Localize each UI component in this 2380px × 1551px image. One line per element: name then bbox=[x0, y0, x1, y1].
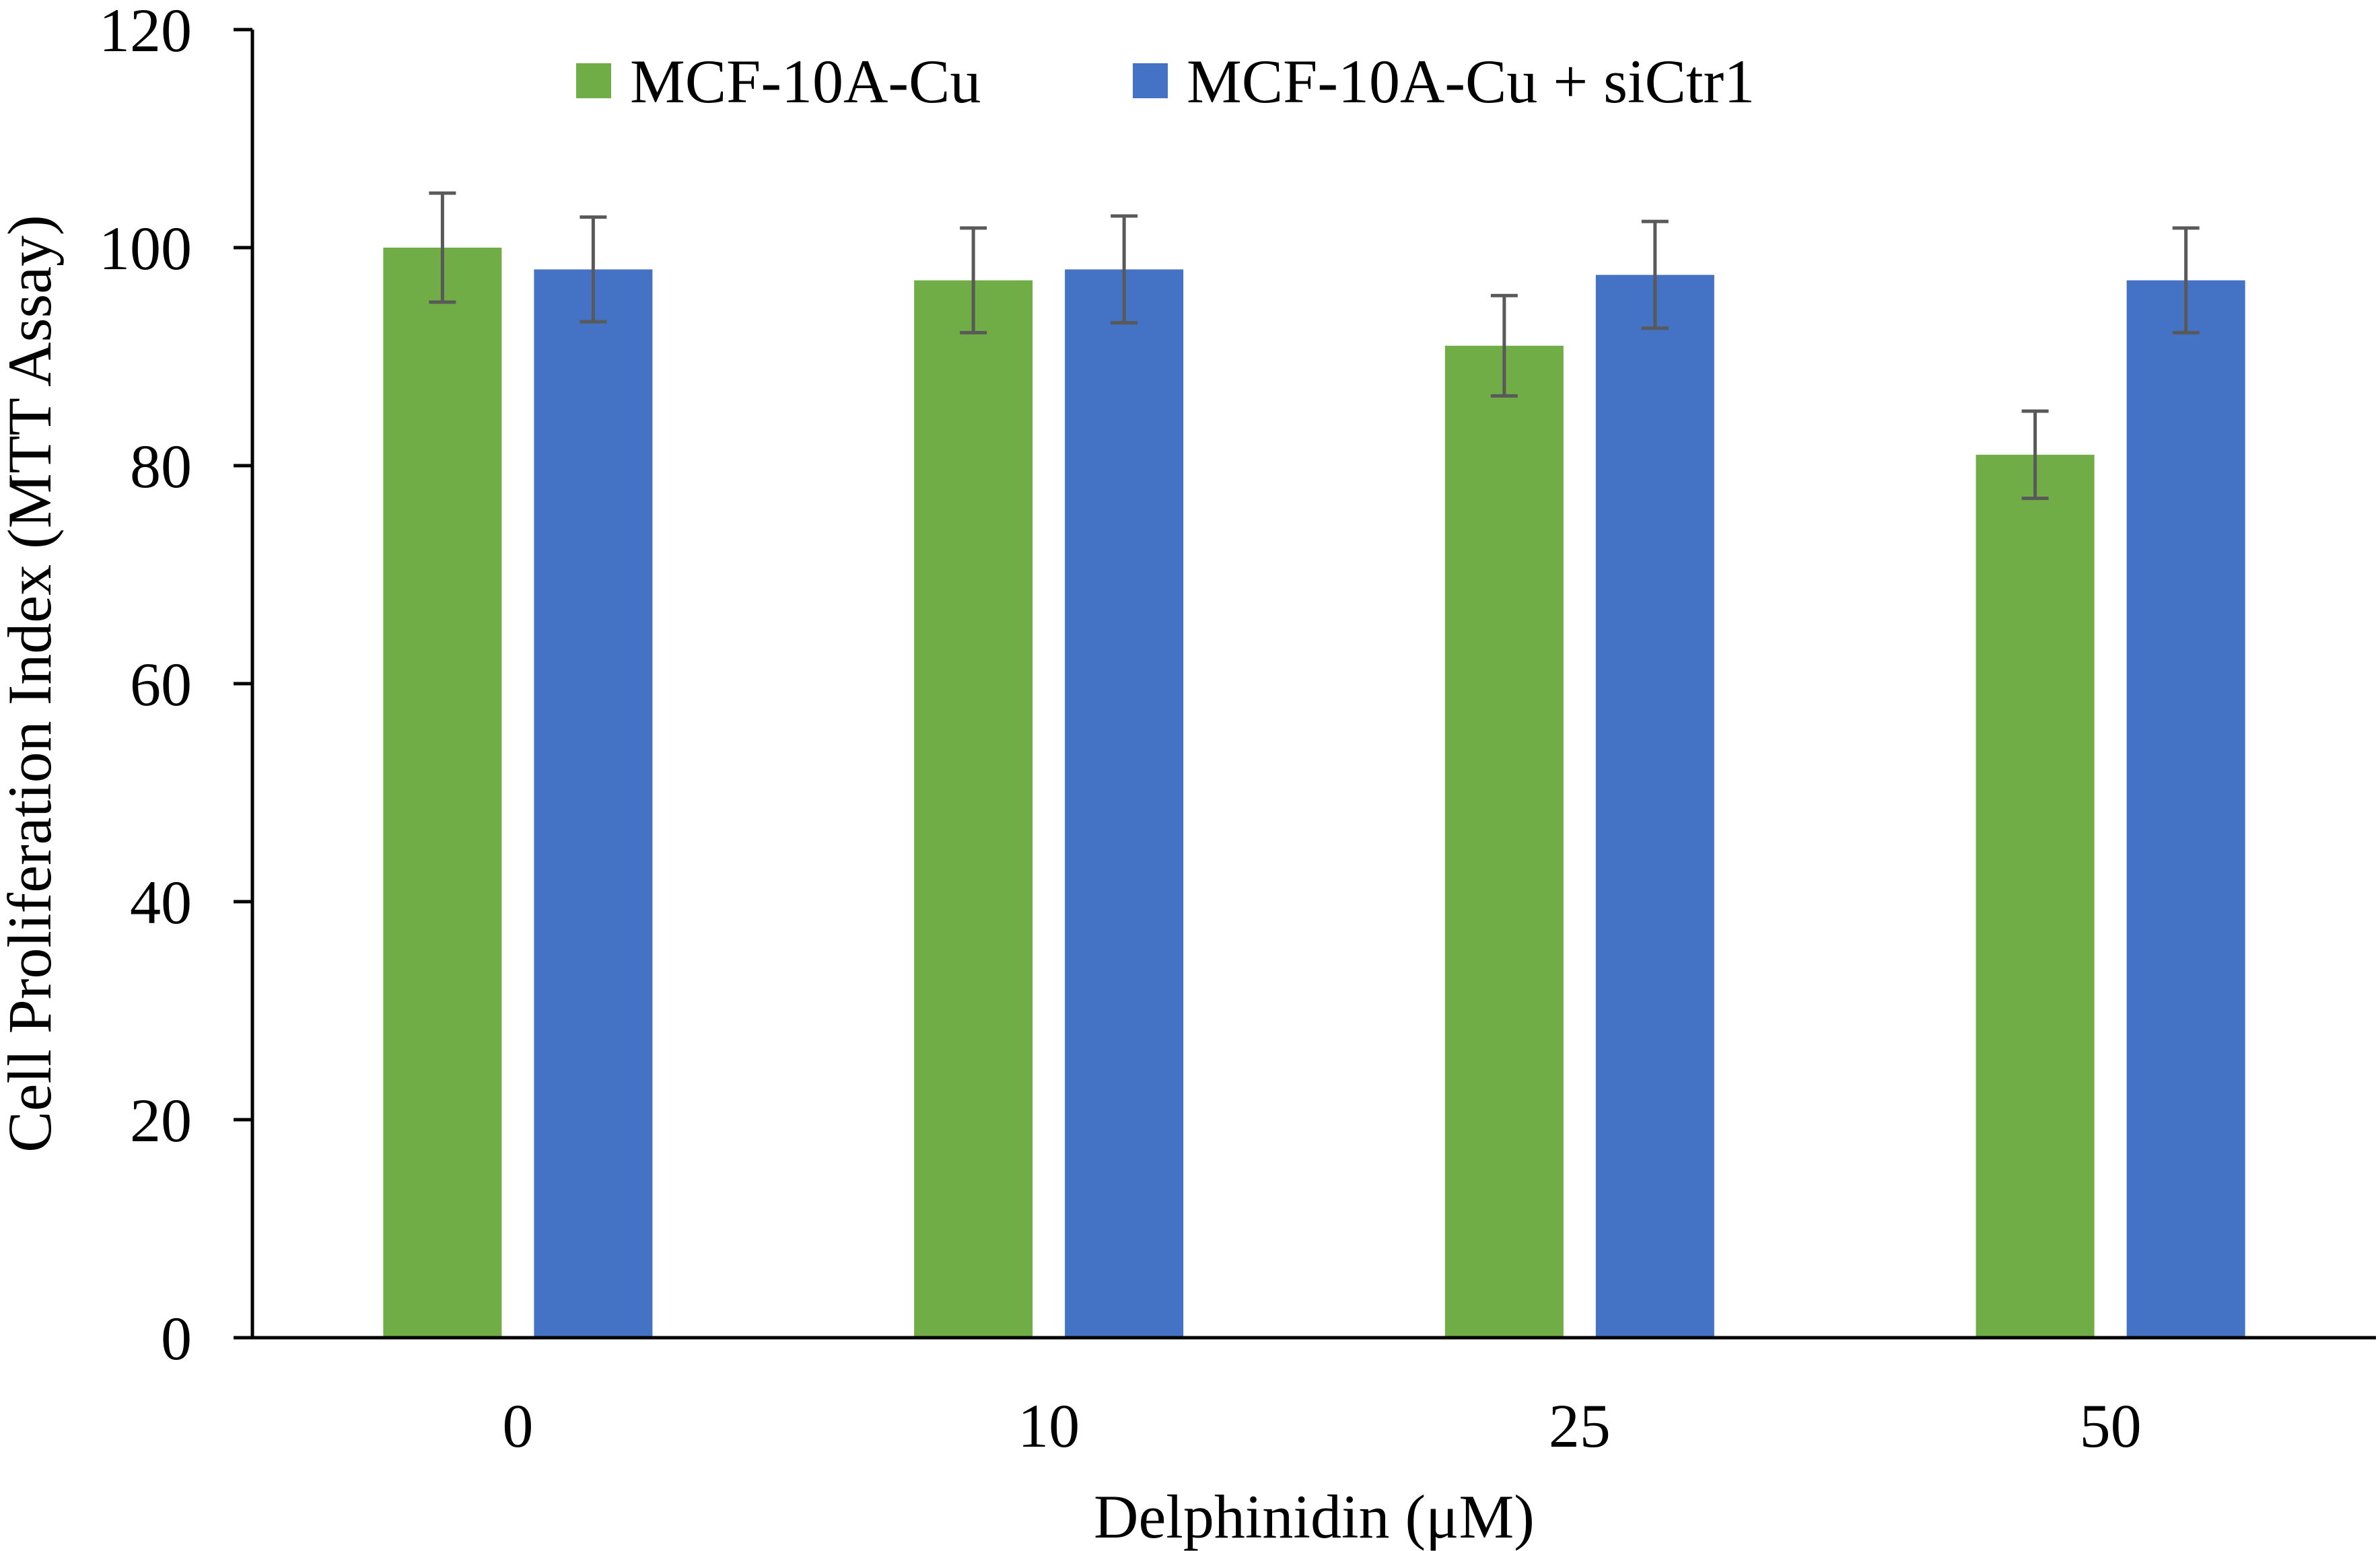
x-tick-label-25: 25 bbox=[1549, 1392, 1611, 1460]
x-tick-label-0: 0 bbox=[502, 1392, 533, 1460]
x-axis-title: Delphinidin (μM) bbox=[1094, 1482, 1535, 1551]
x-ticks-group: 0 10 25 50 bbox=[502, 1392, 2141, 1460]
legend-swatch-cu bbox=[576, 63, 611, 98]
x-tick-label-10: 10 bbox=[1018, 1392, 1080, 1460]
bar-cu-25 bbox=[1444, 345, 1564, 1338]
y-tick-label-60: 60 bbox=[130, 650, 192, 719]
legend-label-sictr1: MCF-10A-Cu + siCtr1 bbox=[1187, 47, 1755, 116]
y-axis-title: Cell Proliferation Index (MTT Assay) bbox=[0, 215, 64, 1152]
x-tick-label-50: 50 bbox=[2080, 1392, 2142, 1460]
legend-label-cu: MCF-10A-Cu bbox=[630, 47, 981, 116]
y-tick-label-80: 80 bbox=[130, 432, 192, 501]
y-tick-label-100: 100 bbox=[99, 214, 192, 283]
bar-sictr1-25 bbox=[1595, 275, 1714, 1338]
bar-cu-50 bbox=[1975, 454, 2095, 1338]
bar-cu-10 bbox=[914, 280, 1033, 1338]
y-tick-label-20: 20 bbox=[130, 1086, 192, 1155]
y-tick-label-120: 120 bbox=[99, 0, 192, 65]
bar-sictr1-50 bbox=[2126, 280, 2245, 1338]
bar-sictr1-10 bbox=[1065, 269, 1184, 1338]
y-tick-label-0: 0 bbox=[161, 1304, 192, 1373]
error-bars-group bbox=[429, 191, 2200, 501]
legend: MCF-10A-Cu MCF-10A-Cu + siCtr1 bbox=[576, 47, 1755, 116]
bars-group bbox=[383, 248, 2245, 1338]
bar-cu-0 bbox=[383, 248, 502, 1338]
y-ticks-group: 0 20 40 60 80 100 120 bbox=[99, 0, 252, 1373]
y-tick-label-40: 40 bbox=[130, 868, 192, 937]
bar-sictr1-0 bbox=[534, 269, 653, 1338]
legend-swatch-sictr1 bbox=[1133, 63, 1168, 98]
